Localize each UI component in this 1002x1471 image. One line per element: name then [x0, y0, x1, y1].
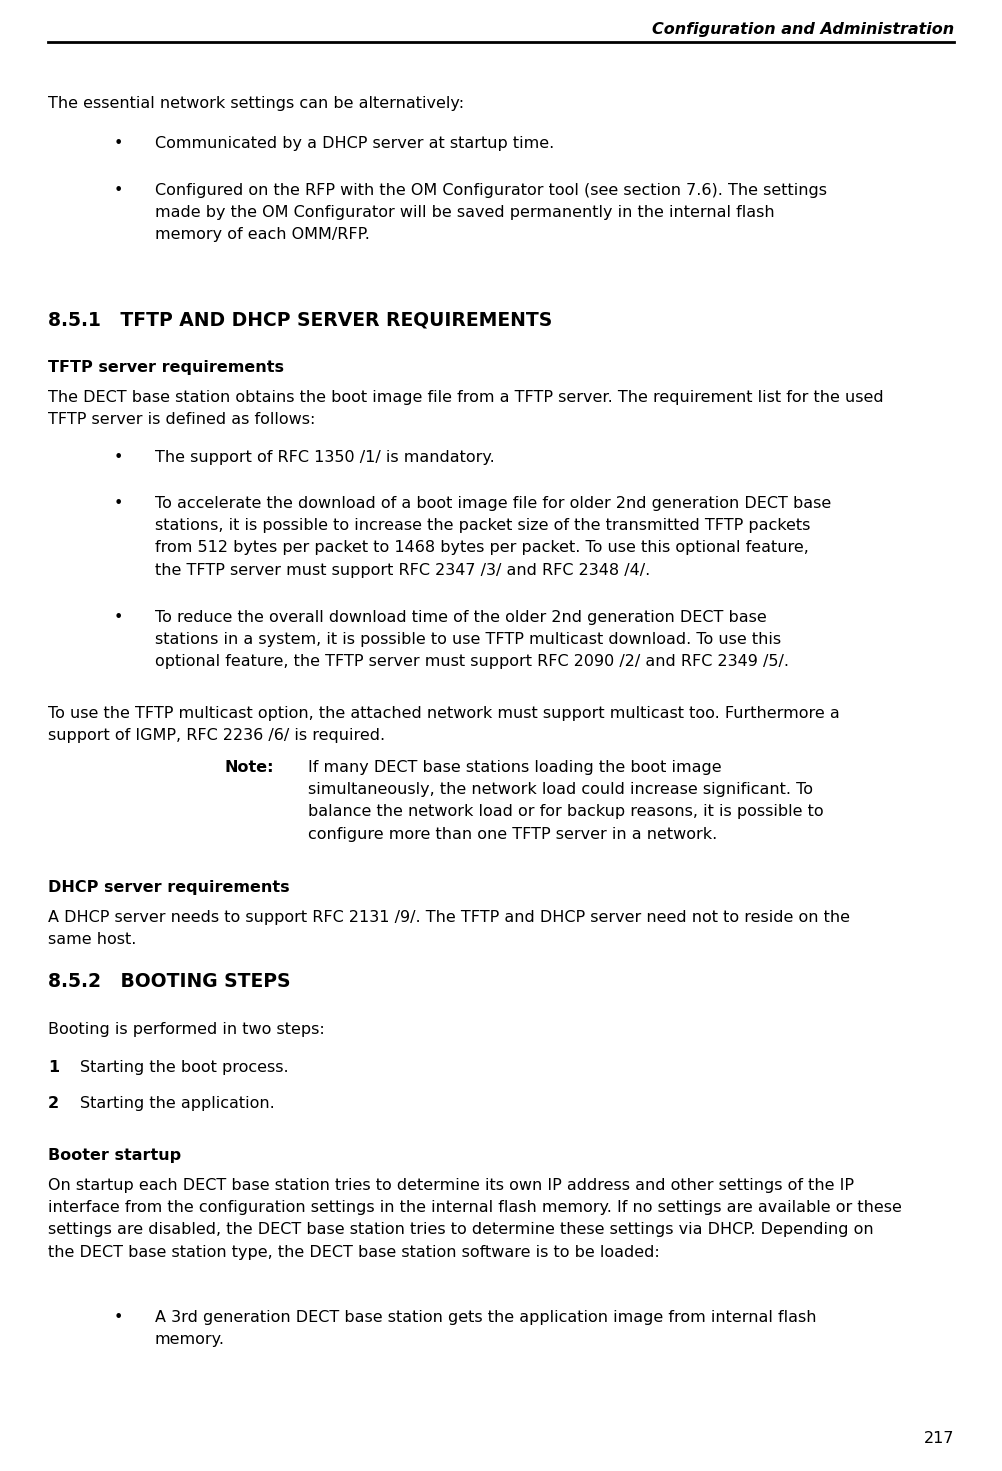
Text: The essential network settings can be alternatively:: The essential network settings can be al… [48, 96, 464, 110]
Text: Configuration and Administration: Configuration and Administration [652, 22, 954, 37]
Text: TFTP server requirements: TFTP server requirements [48, 360, 284, 375]
Text: To accelerate the download of a boot image file for older 2nd generation DECT ba: To accelerate the download of a boot ima… [155, 496, 832, 578]
Text: •: • [113, 182, 122, 199]
Text: Booting is performed in two steps:: Booting is performed in two steps: [48, 1022, 325, 1037]
Text: •: • [113, 1311, 122, 1325]
Text: Communicated by a DHCP server at startup time.: Communicated by a DHCP server at startup… [155, 135, 554, 152]
Text: 1: 1 [48, 1061, 59, 1075]
Text: On startup each DECT base station tries to determine its own IP address and othe: On startup each DECT base station tries … [48, 1178, 902, 1259]
Text: Note:: Note: [225, 761, 275, 775]
Text: If many DECT base stations loading the boot image
simultaneously, the network lo: If many DECT base stations loading the b… [308, 761, 824, 841]
Text: 217: 217 [924, 1431, 954, 1446]
Text: Booter startup: Booter startup [48, 1147, 181, 1164]
Text: Starting the boot process.: Starting the boot process. [80, 1061, 289, 1075]
Text: •: • [113, 610, 122, 625]
Text: 8.5.2   BOOTING STEPS: 8.5.2 BOOTING STEPS [48, 972, 291, 991]
Text: Configured on the RFP with the OM Configurator tool (see section 7.6). The setti: Configured on the RFP with the OM Config… [155, 182, 827, 243]
Text: 2: 2 [48, 1096, 59, 1111]
Text: •: • [113, 450, 122, 465]
Text: A DHCP server needs to support RFC 2131 /9/. The TFTP and DHCP server need not t: A DHCP server needs to support RFC 2131 … [48, 911, 850, 947]
Text: Starting the application.: Starting the application. [80, 1096, 275, 1111]
Text: •: • [113, 135, 122, 152]
Text: 8.5.1   TFTP AND DHCP SERVER REQUIREMENTS: 8.5.1 TFTP AND DHCP SERVER REQUIREMENTS [48, 310, 552, 330]
Text: The DECT base station obtains the boot image file from a TFTP server. The requir: The DECT base station obtains the boot i… [48, 390, 884, 427]
Text: A 3rd generation DECT base station gets the application image from internal flas: A 3rd generation DECT base station gets … [155, 1311, 817, 1347]
Text: The support of RFC 1350 /1/ is mandatory.: The support of RFC 1350 /1/ is mandatory… [155, 450, 495, 465]
Text: •: • [113, 496, 122, 510]
Text: DHCP server requirements: DHCP server requirements [48, 880, 290, 894]
Text: To use the TFTP multicast option, the attached network must support multicast to: To use the TFTP multicast option, the at… [48, 706, 840, 743]
Text: To reduce the overall download time of the older 2nd generation DECT base
statio: To reduce the overall download time of t… [155, 610, 789, 669]
